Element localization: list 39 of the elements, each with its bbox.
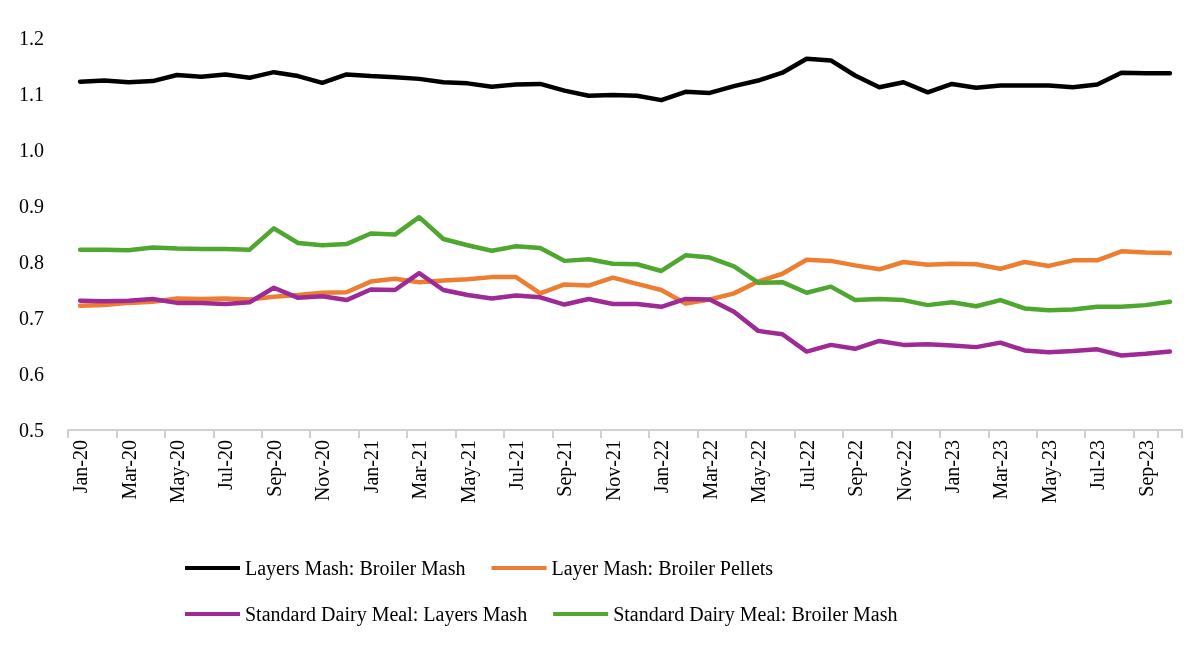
x-tick-label: May-23	[1037, 440, 1061, 504]
x-tick-label: Sep-20	[262, 440, 286, 497]
line-series	[77, 249, 1173, 308]
x-tick-label: Jul-22	[795, 440, 818, 490]
x-tick-label: Nov-20	[311, 440, 334, 502]
legend-label: Layer Mash: Broiler Pellets	[551, 557, 774, 580]
legend-label: Layers Mash: Broiler Mash	[245, 557, 466, 580]
x-tick-label: Jan-21	[359, 440, 382, 494]
legend-label: Standard Dairy Meal: Broiler Mash	[613, 603, 898, 626]
x-tick-label: Nov-21	[601, 440, 624, 502]
line-series	[77, 56, 1173, 103]
legend-label: Standard Dairy Meal: Layers Mash	[245, 603, 528, 626]
x-tick-label: Jul-21	[505, 440, 528, 490]
x-tick-label: May-21	[456, 440, 480, 504]
y-tick-label: 1.1	[19, 83, 44, 105]
y-tick-label: 0.9	[19, 195, 44, 217]
x-tick-label: Mar-20	[117, 440, 140, 500]
y-tick-label: 1.2	[19, 27, 44, 49]
y-tick-label: 1.0	[19, 139, 44, 161]
x-tick-label: Jul-20	[214, 440, 237, 490]
x-tick-label: Mar-22	[698, 440, 721, 500]
y-tick-label: 0.7	[19, 307, 44, 329]
x-tick-label: Sep-21	[553, 440, 577, 497]
x-tick-label: Jul-23	[1086, 440, 1109, 490]
x-tick-label: Mar-21	[408, 440, 431, 500]
x-tick-label: Mar-23	[989, 440, 1012, 500]
x-tick-label: Sep-22	[844, 440, 868, 497]
x-tick-label: May-20	[165, 440, 189, 504]
x-tick-label: May-22	[747, 440, 771, 504]
x-tick-label: Jan-23	[940, 440, 963, 494]
x-tick-label: Jan-22	[650, 440, 673, 494]
y-tick-label: 0.8	[19, 251, 44, 273]
x-tick-label: Jan-20	[69, 440, 92, 494]
y-tick-label: 0.6	[19, 363, 44, 385]
x-tick-label: Sep-23	[1134, 440, 1158, 497]
line-series	[77, 214, 1173, 313]
y-tick-label: 0.5	[19, 419, 44, 441]
line-series	[77, 270, 1173, 358]
x-tick-label: Nov-22	[892, 440, 915, 502]
